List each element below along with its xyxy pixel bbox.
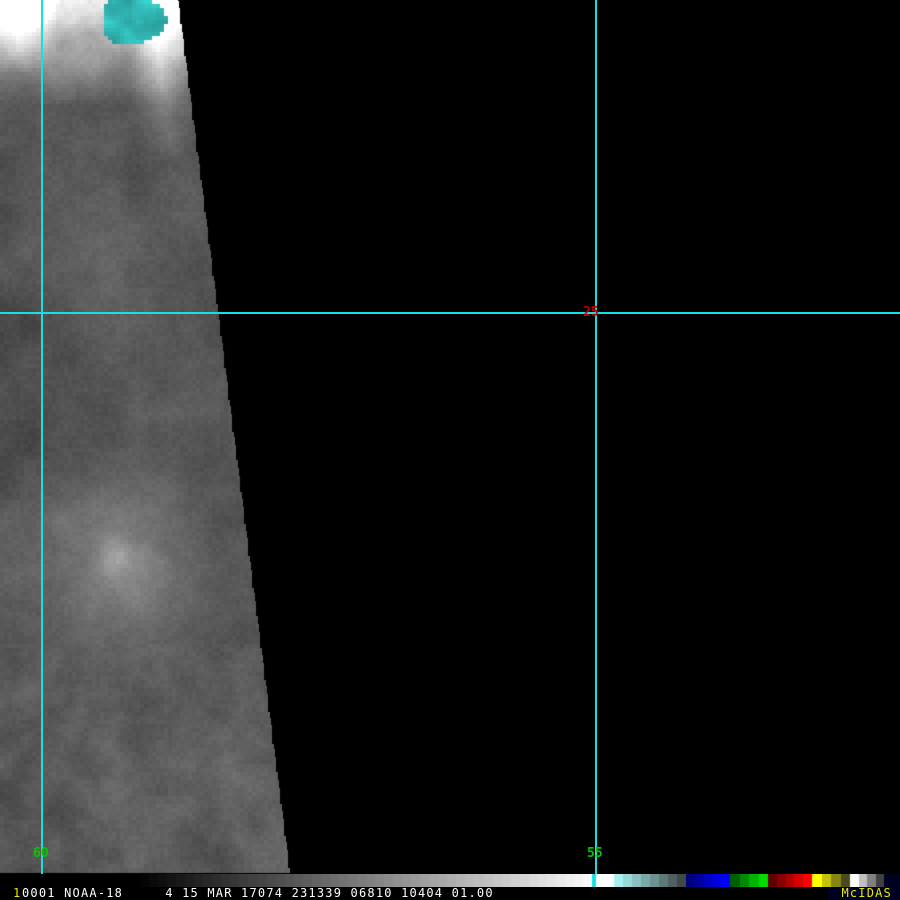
satellite-swath-canvas[interactable] — [0, 0, 900, 874]
latitude-label-25: 25 — [583, 305, 599, 320]
mcidas-brand-label: McIDAS — [841, 886, 892, 900]
bottom-annotation-bar: 1 0001 NOAA-18 4 15 MAR 17074 231339 068… — [0, 874, 900, 900]
longitude-gridline-55 — [595, 0, 597, 874]
longitude-label-55: 55 — [587, 846, 603, 861]
status-line: 1 0001 NOAA-18 4 15 MAR 17074 231339 068… — [0, 887, 900, 900]
enhancement-ramp-canvas[interactable] — [0, 874, 900, 887]
brand-background — [828, 887, 900, 900]
color-enhancement-bar[interactable] — [0, 874, 900, 887]
satellite-image-display[interactable]: 25 60 55 — [0, 0, 900, 874]
longitude-gridline-60 — [41, 0, 43, 874]
image-header-text: 0001 NOAA-18 4 15 MAR 17074 231339 06810… — [22, 886, 494, 900]
longitude-label-60: 60 — [33, 846, 49, 861]
latitude-gridline-25 — [0, 312, 900, 314]
frame-number: 1 — [13, 886, 22, 900]
